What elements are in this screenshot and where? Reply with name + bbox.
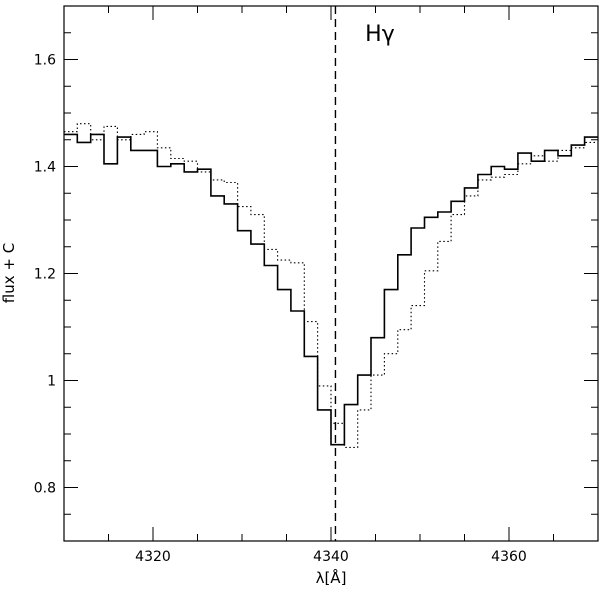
x-tick-label: 4320: [135, 549, 171, 565]
x-axis-label: λ[Å]: [316, 568, 347, 587]
y-tick-label: 1: [47, 374, 56, 390]
x-tick-label: 4340: [313, 549, 349, 565]
series-dotted-line: [64, 123, 598, 448]
y-axis-label: flux + C: [0, 243, 18, 303]
y-tick-label: 1.6: [34, 53, 56, 69]
series-solid-line: [64, 133, 598, 446]
axis-ticks: [63, 5, 599, 542]
plot-frame: [63, 5, 599, 542]
y-tick-label: 1.2: [34, 267, 56, 283]
line-annotation-label: Hγ: [365, 22, 395, 47]
series-layer: [64, 123, 598, 448]
x-tick-label: 4360: [491, 549, 527, 565]
axis-tick-labels: 4320 4340 4360 0.8 1 1.2 1.4 1.6: [34, 53, 527, 566]
y-tick-label: 0.8: [34, 481, 56, 497]
y-tick-label: 1.4: [34, 160, 56, 176]
